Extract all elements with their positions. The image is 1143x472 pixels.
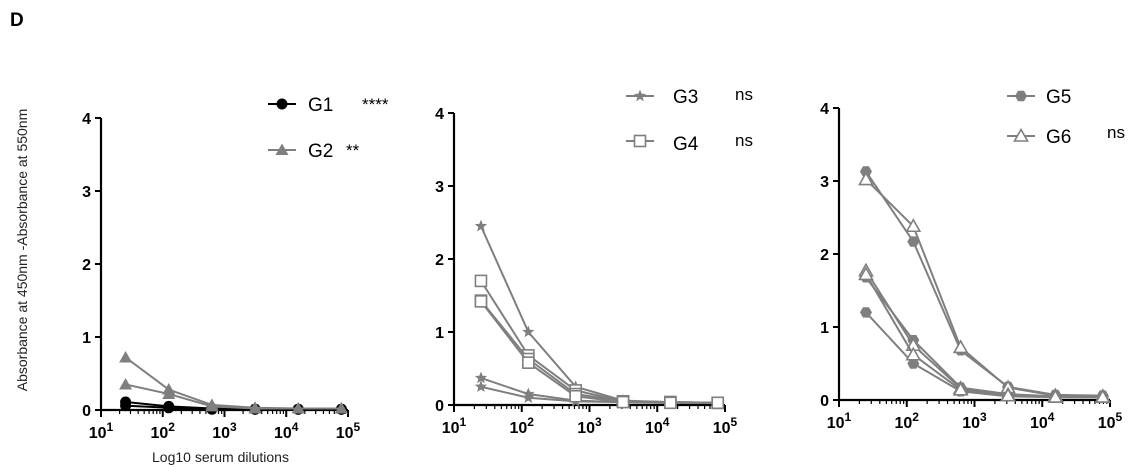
data-point	[952, 381, 969, 396]
y-tick-label: 4	[82, 111, 91, 128]
x-tick-label: 102	[151, 420, 176, 442]
y-tick-label: 4	[820, 101, 829, 118]
legend-marker	[1015, 90, 1027, 102]
legend-label: G4	[673, 134, 699, 155]
data-point	[205, 399, 219, 412]
data-point	[711, 396, 725, 410]
data-point	[162, 387, 176, 399]
legend-marker	[1013, 127, 1029, 142]
panel-label: D	[10, 10, 24, 31]
legend-marker	[633, 134, 647, 148]
data-point	[858, 171, 874, 186]
x-tick-label: 101	[89, 420, 114, 442]
significance-label: ns	[735, 85, 753, 104]
x-tick-label: 103	[212, 420, 237, 442]
data-point	[1047, 388, 1064, 403]
data-point	[1094, 388, 1111, 403]
data-point	[248, 402, 262, 414]
data-point	[1000, 387, 1016, 402]
series-line	[480, 225, 718, 404]
data-point	[522, 391, 535, 403]
significance-label: **	[346, 141, 360, 160]
data-point	[119, 350, 133, 363]
x-tick-label: 102	[510, 415, 535, 437]
series-line	[480, 300, 718, 404]
data-point	[474, 219, 488, 232]
legend-label: G3	[673, 87, 698, 108]
legend-label: G6	[1046, 127, 1071, 148]
x-tick-label: 105	[1098, 410, 1123, 432]
data-point	[616, 395, 630, 409]
y-tick-label: 1	[820, 320, 829, 337]
data-point	[522, 325, 535, 338]
y-tick-label: 0	[820, 393, 829, 410]
y-tick-label: 1	[435, 325, 444, 342]
x-tick-label: 105	[336, 420, 361, 442]
series-line	[124, 356, 342, 410]
data-point	[858, 266, 874, 281]
data-point	[291, 402, 305, 414]
significance-label: ns	[1107, 123, 1125, 142]
x-tick-label: 103	[577, 415, 602, 437]
data-point	[569, 389, 582, 403]
y-tick-label: 0	[435, 398, 444, 415]
legend-marker	[276, 98, 288, 110]
y-tick-label: 0	[82, 403, 91, 420]
data-point	[474, 371, 488, 384]
plot-panel-g1-g2: 0 1 2 3 4 101 102 103 104 105 Log10 serum dilution…	[82, 95, 389, 465]
x-tick-label: 104	[274, 420, 299, 442]
legend-label: G2	[308, 141, 333, 162]
y-tick-label: 2	[820, 247, 829, 264]
y-tick-label: 3	[820, 174, 829, 191]
series-line	[480, 299, 718, 404]
data-point	[664, 396, 677, 410]
x-tick-label: 103	[962, 410, 987, 432]
y-tick-label: 2	[435, 252, 444, 269]
significance-label: ****	[362, 95, 389, 114]
data-point	[905, 218, 922, 233]
legend-label: G5	[1046, 87, 1071, 108]
series-line	[865, 276, 1103, 398]
series-line	[865, 170, 1103, 397]
legend-marker	[275, 143, 289, 155]
y-tick-label: 3	[435, 179, 444, 196]
data-point	[163, 402, 175, 414]
data-point	[905, 346, 922, 361]
series-line	[865, 178, 1103, 398]
legend-label: G1	[308, 95, 333, 116]
x-tick-label: 101	[442, 415, 467, 437]
series-line	[480, 280, 718, 404]
y-tick-label: 1	[82, 330, 91, 347]
x-axis-label: Log10 serum dilutions	[152, 449, 289, 465]
data-point	[522, 356, 535, 369]
data-point	[474, 380, 488, 393]
data-point	[859, 307, 872, 318]
x-tick-label: 104	[645, 415, 670, 437]
data-point	[334, 402, 348, 414]
data-point	[952, 339, 969, 354]
data-point	[120, 400, 132, 412]
data-point	[474, 295, 488, 308]
legend-marker	[633, 89, 647, 102]
y-tick-label: 4	[435, 106, 444, 123]
series-line	[125, 383, 342, 410]
data-point	[119, 377, 133, 390]
data-point	[474, 274, 488, 288]
x-tick-label: 101	[827, 410, 852, 432]
x-tick-label: 102	[895, 410, 920, 432]
series-line	[865, 273, 1103, 399]
data-point	[907, 358, 920, 369]
data-point	[907, 236, 920, 247]
x-tick-label: 104	[1030, 410, 1055, 432]
plot-panel-g5-g6: 0 1 2 3 4 101 102 103 104 105 G5 G6 ns	[820, 87, 1125, 432]
significance-label: ns	[735, 131, 753, 150]
y-tick-label: 3	[82, 184, 91, 201]
y-tick-label: 2	[82, 257, 91, 274]
plot-panel-g3-g4: 0 1 2 3 4 101 102 103 104 105 G3 ns G4 ns	[435, 85, 753, 437]
x-tick-label: 105	[713, 415, 738, 437]
